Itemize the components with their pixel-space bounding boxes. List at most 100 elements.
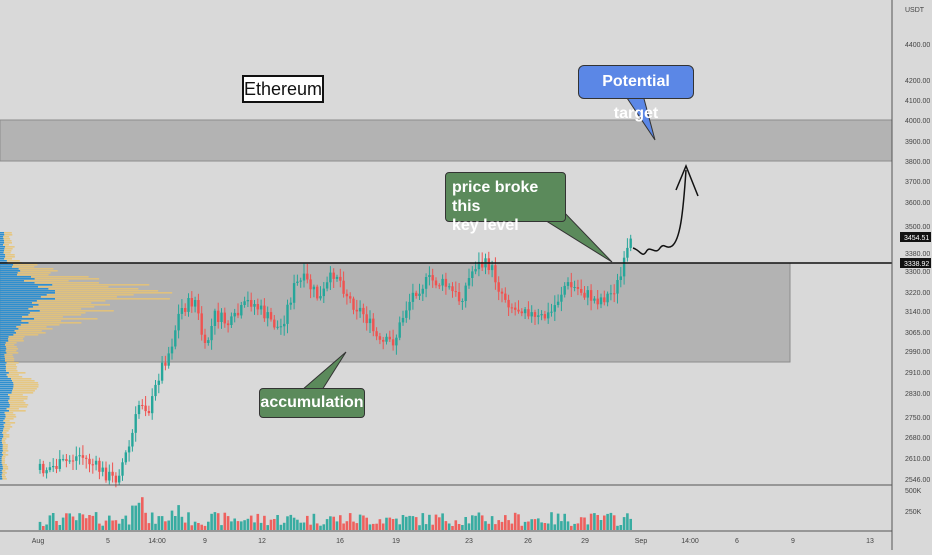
candle-body xyxy=(570,282,573,288)
volume-bar xyxy=(586,524,590,530)
volume-bar xyxy=(441,513,444,530)
profile-bar-blue xyxy=(0,254,6,256)
target-callout: Potential target xyxy=(578,65,694,122)
volume-bar xyxy=(560,521,563,530)
candle-body xyxy=(431,275,434,281)
profile-bar-yellow xyxy=(5,414,16,416)
time-tick-label: 23 xyxy=(465,538,473,545)
volume-bar xyxy=(553,524,557,530)
candle-body xyxy=(537,315,540,317)
price-tick-label: 3500.00 xyxy=(905,224,930,231)
volume-bar xyxy=(378,519,382,530)
profile-bar-blue xyxy=(0,430,3,432)
volume-bar xyxy=(75,520,78,530)
volume-bar xyxy=(94,512,98,530)
volume-bar xyxy=(431,524,434,530)
candle-body xyxy=(613,293,616,295)
profile-bar-blue xyxy=(0,244,4,246)
volume-bar xyxy=(612,515,616,530)
candle-body xyxy=(164,362,167,366)
time-tick-label: Sep xyxy=(635,538,648,545)
candle-body xyxy=(504,293,507,300)
volume-bar xyxy=(101,525,104,530)
volume-bar xyxy=(480,515,484,530)
profile-bar-blue xyxy=(0,390,13,392)
profile-bar-blue xyxy=(0,446,3,448)
profile-bar-blue xyxy=(0,346,6,348)
key-level-price-label: 3338.92 xyxy=(904,261,929,268)
volume-bar xyxy=(414,517,418,530)
volume-bar xyxy=(385,517,388,530)
volume-tick-label: 250K xyxy=(905,509,922,516)
volume-bar xyxy=(150,512,154,530)
profile-bar-blue xyxy=(0,364,6,366)
volume-bar xyxy=(131,505,134,530)
price-tick-label: 3140.00 xyxy=(905,309,930,316)
profile-bar-yellow xyxy=(13,334,39,336)
volume-bar xyxy=(487,523,491,530)
candle-body xyxy=(355,309,358,312)
profile-bar-blue xyxy=(0,282,35,284)
candle-body xyxy=(263,305,266,319)
volume-bar xyxy=(180,516,184,530)
volume-bar xyxy=(451,526,454,530)
profile-bar-blue xyxy=(0,372,9,374)
price-tick-label: 3380.00 xyxy=(905,251,930,258)
candle-body xyxy=(467,278,471,286)
price-tick-label: 2680.00 xyxy=(905,435,930,442)
profile-bar-blue xyxy=(0,380,13,382)
candle-body xyxy=(243,301,246,305)
candle-body xyxy=(603,297,606,303)
profile-bar-yellow xyxy=(4,250,12,252)
candle-body xyxy=(395,337,398,346)
profile-bar-blue xyxy=(0,292,55,294)
price-tick-label: 3600.00 xyxy=(905,200,930,207)
profile-bar-yellow xyxy=(8,400,24,402)
profile-bar-blue xyxy=(0,416,6,418)
volume-bar xyxy=(368,524,372,530)
candle-body xyxy=(45,470,48,474)
profile-bar-yellow xyxy=(9,406,28,408)
candle-body xyxy=(273,319,276,328)
profile-bar-yellow xyxy=(3,420,10,422)
profile-bar-yellow xyxy=(32,302,92,304)
candle-body xyxy=(134,414,137,433)
volume-bar xyxy=(622,517,626,530)
profile-bar-blue xyxy=(0,290,55,292)
projection-arrow xyxy=(632,169,687,255)
profile-bar-yellow xyxy=(2,478,7,480)
profile-bar-yellow xyxy=(34,282,99,284)
volume-bar xyxy=(339,515,342,530)
candle-body xyxy=(190,298,193,307)
candle-body xyxy=(200,313,203,335)
volume-bar xyxy=(282,522,286,530)
profile-bar-blue xyxy=(0,340,9,342)
candle-body xyxy=(233,312,236,317)
candle-body xyxy=(599,297,603,305)
profile-bar-blue xyxy=(0,272,18,274)
candles xyxy=(38,234,632,488)
volume-bar xyxy=(302,522,306,530)
profile-bar-blue xyxy=(0,276,31,278)
breakout-callout: price broke this key level xyxy=(445,172,566,234)
volume-bar xyxy=(88,515,91,530)
profile-bar-yellow xyxy=(5,344,15,346)
candle-body xyxy=(464,285,467,301)
candle-body xyxy=(593,298,596,301)
volume-bar xyxy=(421,513,425,530)
candle-body xyxy=(322,288,325,297)
volume-bar xyxy=(108,515,111,530)
volume-bar xyxy=(197,523,200,530)
volume-bar xyxy=(576,523,580,530)
profile-bar-yellow xyxy=(2,438,7,440)
profile-bar-blue xyxy=(0,258,5,260)
profile-bar-blue xyxy=(0,422,6,424)
time-tick-label: 16 xyxy=(336,538,344,545)
profile-bar-blue xyxy=(0,348,7,350)
profile-bar-blue xyxy=(0,432,3,434)
profile-bar-blue xyxy=(0,406,10,408)
volume-bar xyxy=(233,518,236,530)
volume-bar xyxy=(398,524,401,530)
candle-body xyxy=(306,273,309,280)
